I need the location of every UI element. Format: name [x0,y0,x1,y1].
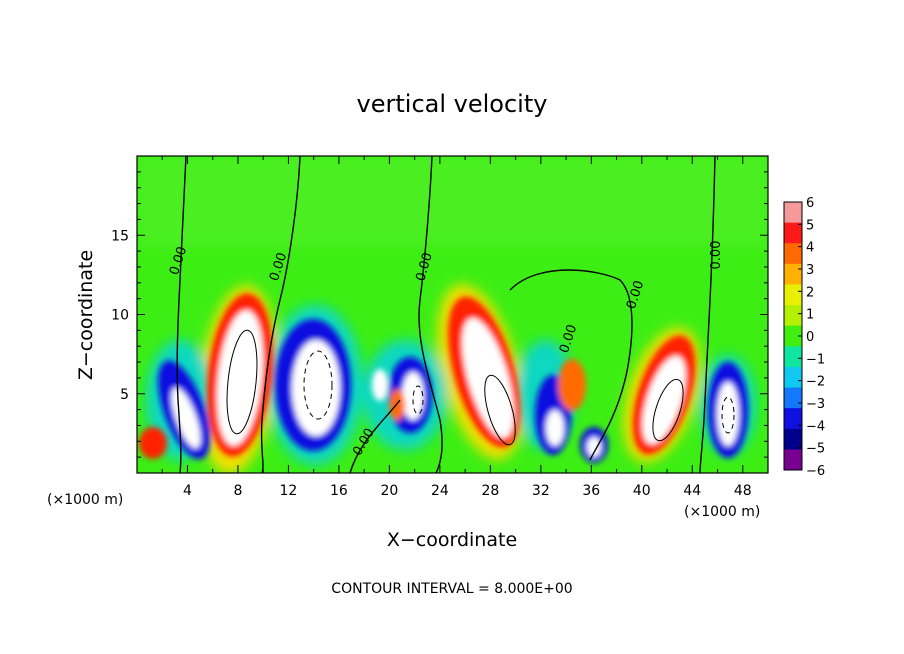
y-axis: 5 10 15 [111,171,768,458]
colorbar-swatch [784,284,802,306]
colorbar-tick-label: 2 [806,285,814,300]
upper-field-band [137,156,768,246]
positive-contours [226,329,684,446]
x-tick-label: 36 [582,483,600,499]
x-axis: 4 8 12 16 20 24 28 32 36 40 44 48 [161,156,752,499]
colorbar-swatch [784,243,802,265]
colorbar-swatch [784,408,802,430]
colorbar-tick-label: −5 [806,442,825,457]
colorbar-tick-label: 1 [806,308,814,323]
x-tick-label: 24 [431,483,449,499]
colorbar-swatch [784,202,802,224]
x-tick-label: 4 [183,483,192,499]
plot-area [137,156,768,473]
colorbar-swatch [784,222,802,244]
x-tick-label: 48 [734,483,752,499]
x-tick-label: 40 [633,483,651,499]
colorbar-swatch [784,325,802,347]
x-tick-label: 12 [280,483,298,499]
x-tick-label: 28 [481,483,499,499]
x-axis-label: X−coordinate [387,529,517,551]
colorbar-swatch [784,366,802,389]
x-tick-label: 8 [233,483,242,499]
colorbar-tick-label: 4 [806,241,814,256]
x-tick-label: 20 [380,483,398,499]
colorbar-tick-label: −2 [806,375,825,390]
velocity-cores [139,293,748,463]
colorbar-tick-label: −6 [806,464,825,479]
colorbar-tick-label: 6 [806,196,814,211]
y-tick-label: 5 [120,387,129,403]
negative-contours [303,350,735,434]
colorbar-tick-label: −1 [806,352,825,367]
contour-label: 0.00 [709,241,724,270]
colorbar: 6 5 4 3 2 1 0 −1 −2 −3 −4 −5 −6 [783,196,825,479]
zero-contours [176,156,716,473]
colorbar-tick-label: 3 [806,263,814,278]
colorbar-swatch [784,428,802,450]
colorbar-tick-label: 5 [806,218,814,233]
x-tick-label: 32 [532,483,550,499]
y-axis-label: Z−coordinate [75,250,97,380]
y-tick-label: 10 [111,308,129,324]
colorbar-tick-label: −3 [806,397,825,412]
chart-title: vertical velocity [357,90,548,118]
colorbar-swatch [784,346,802,368]
colorbar-swatch [784,387,802,409]
y-tick-label: 15 [111,228,129,244]
colorbar-swatch [784,263,802,285]
x-right-unit-label: (×1000 m) [684,504,760,520]
x-left-unit-label: (×1000 m) [47,492,123,508]
colorbar-swatch [784,449,802,471]
x-tick-label: 16 [330,483,348,499]
contour-interval-note: CONTOUR INTERVAL = 8.000E+00 [331,581,572,597]
colorbar-swatch [784,305,802,327]
colorbar-tick-label: 0 [806,330,814,345]
x-tick-label: 44 [683,483,701,499]
colorbar-tick-label: −4 [806,419,825,434]
